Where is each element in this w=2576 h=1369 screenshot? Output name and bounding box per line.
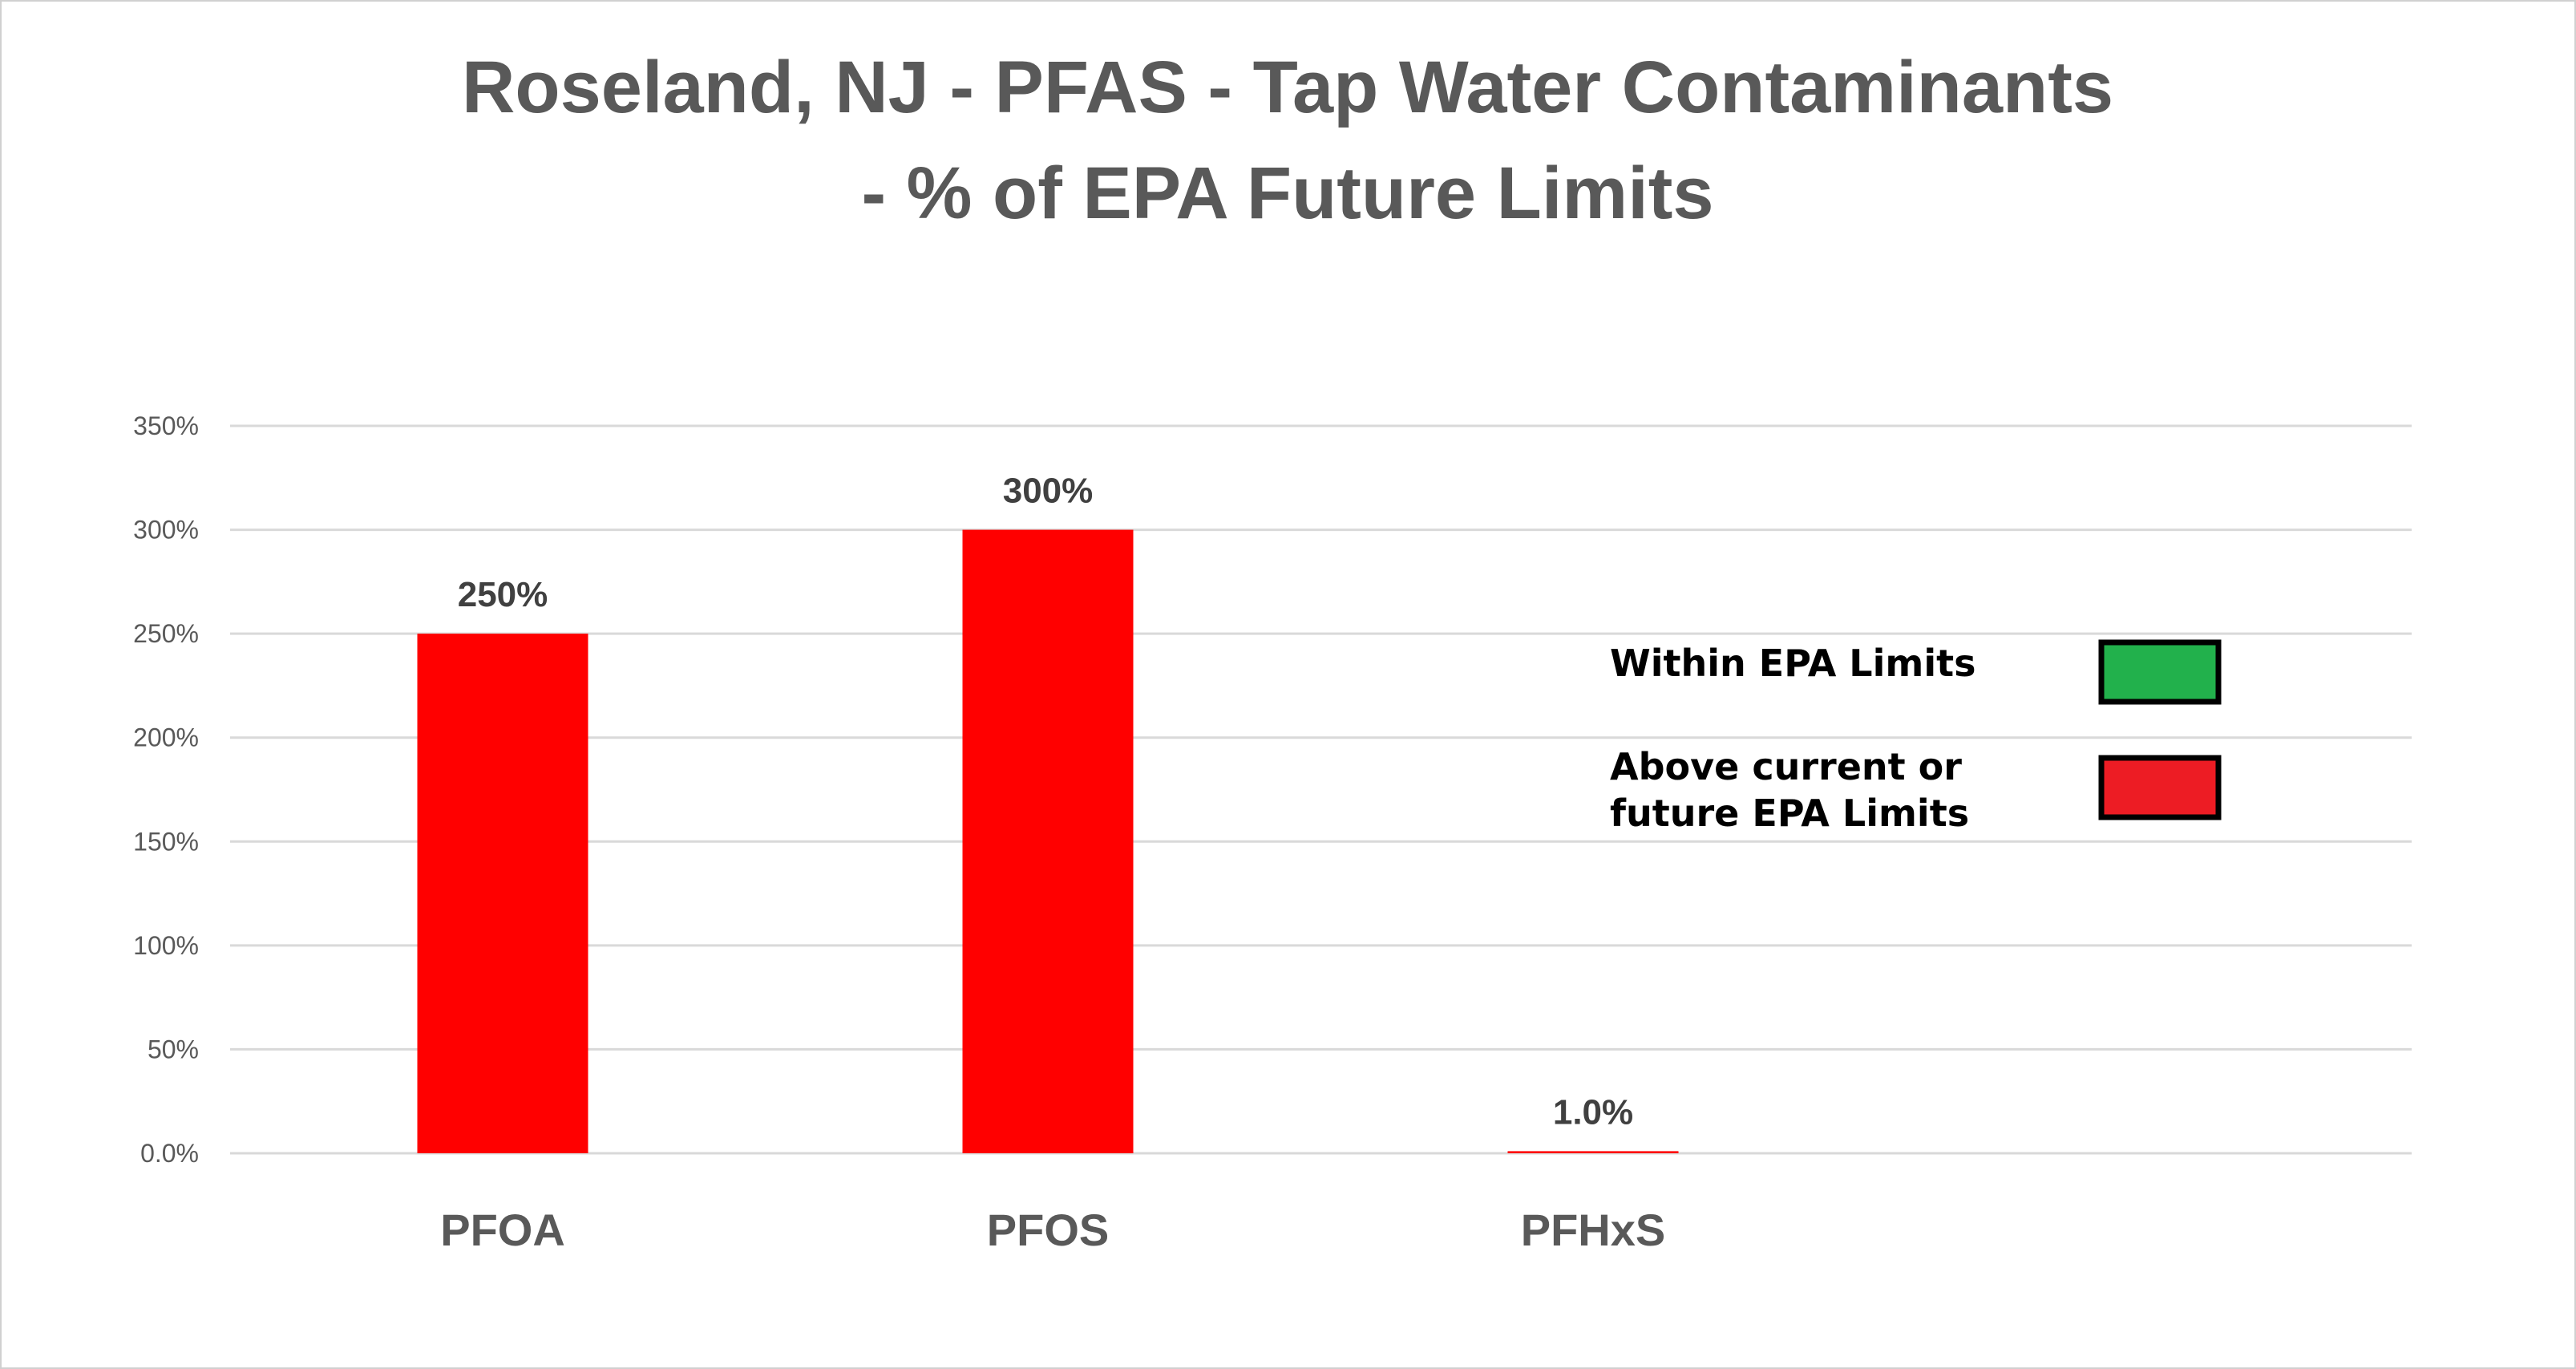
legend-swatch	[2098, 755, 2222, 820]
y-tick-label: 0.0%	[140, 1139, 199, 1168]
y-tick-label: 150%	[133, 827, 199, 856]
x-tick-label: PFOA	[440, 1205, 565, 1255]
y-tick-label: 300%	[133, 516, 199, 545]
x-tick-label: PFHxS	[1521, 1205, 1666, 1255]
y-tick-label: 50%	[148, 1035, 199, 1063]
data-label: 300%	[1003, 472, 1094, 511]
y-tick-label: 200%	[133, 723, 199, 752]
chart-title-line-1: Roseland, NJ - PFAS - Tap Water Contamin…	[462, 47, 2113, 128]
legend-label: Above current or	[1610, 745, 1962, 788]
legend-label: Within EPA Limits	[1610, 642, 1975, 685]
bar-pfos	[962, 529, 1134, 1153]
bar-pfoa	[417, 634, 588, 1153]
data-label: 250%	[458, 575, 548, 614]
y-tick-label: 100%	[133, 931, 199, 960]
chart-title-line-2: - % of EPA Future Limits	[861, 152, 1713, 234]
x-tick-label: PFOS	[987, 1205, 1109, 1255]
bar-pfhxs	[1507, 1151, 1679, 1153]
legend-swatch	[2098, 639, 2222, 705]
data-label: 1.0%	[1553, 1092, 1633, 1132]
y-tick-label: 350%	[133, 411, 199, 440]
y-tick-label: 250%	[133, 619, 199, 648]
legend-label: future EPA Limits	[1610, 792, 1969, 835]
